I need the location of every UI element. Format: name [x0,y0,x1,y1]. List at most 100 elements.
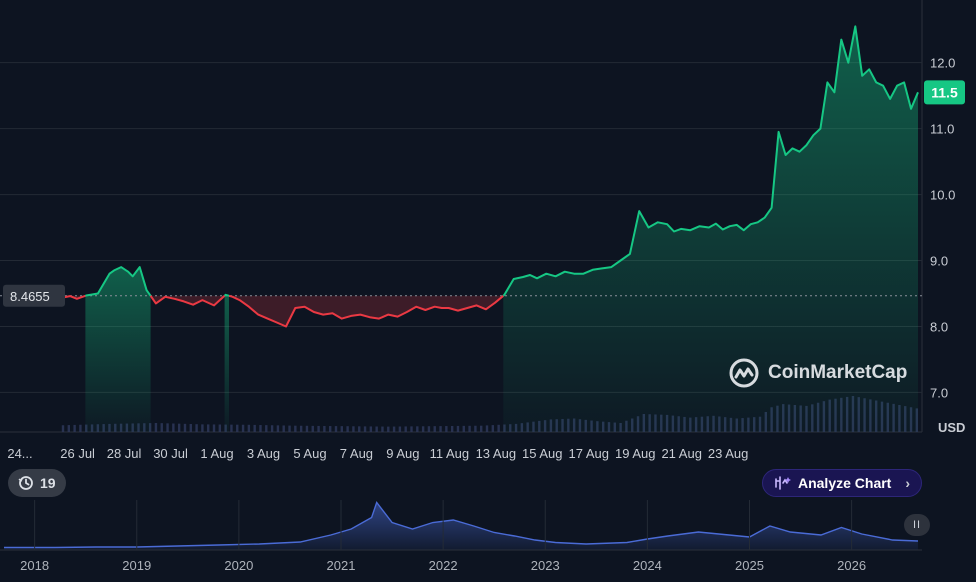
volume-bar [73,424,76,432]
x-tick-label: 1 Aug [200,446,233,461]
analyze-sparkle-icon [775,476,791,490]
navigator-year-label: 2018 [20,558,49,573]
volume-bar [154,423,158,432]
pause-icon: II [912,519,922,531]
baseline-tag: 8.4655 [3,284,65,307]
up-area-fill [224,294,229,432]
volume-bar [259,425,262,432]
x-tick-label: 15 Aug [522,446,563,461]
volume-bar [358,426,361,432]
x-tick-label: 21 Aug [661,446,702,461]
volume-bar [375,426,378,432]
volume-bar [288,425,291,432]
navigator-year-label: 2025 [735,558,764,573]
volume-bar [270,425,274,432]
volume-bar [241,424,245,432]
chevron-right-icon: › [905,475,911,491]
volume-bar [468,425,471,432]
volume-bar [334,426,338,432]
volume-bar [189,424,192,432]
price-line-down [62,294,86,300]
volume-bar [253,424,256,432]
x-tick-label: 13 Aug [476,446,517,461]
volume-bar [497,424,500,432]
price-line-up [223,293,230,297]
price-line-down [149,295,226,307]
watermark-text: CoinMarketCap [768,362,908,383]
navigator-year-label: 2019 [122,558,151,573]
volume-bar [491,425,495,432]
volume-bar [79,424,82,432]
volume-bar [462,425,465,432]
volume-bar [346,426,349,432]
volume-bar [323,425,326,432]
navigator-year-label: 2024 [633,558,662,573]
price-line-down [228,294,504,328]
volume-bar [427,426,431,432]
x-tick-label: 17 Aug [569,446,610,461]
volume-bar [172,423,175,432]
x-tick-label: 11 Aug [430,446,470,461]
volume-bar [276,425,280,432]
volume-bar [305,425,309,432]
volume-bar [474,425,477,432]
y-tick-label: 9.0 [930,254,948,269]
navigator-overview[interactable] [0,500,922,551]
navigator-year-label: 2020 [224,558,253,573]
volume-bar [363,426,367,432]
volume-bar [317,425,320,432]
volume-bar [230,424,233,432]
volume-bar [160,423,163,432]
y-tick-label: 11.0 [930,122,954,137]
y-tick-label: 10.0 [930,188,955,203]
volume-bar [480,425,483,432]
volume-bar [265,425,268,432]
volume-bar [485,425,489,432]
navigator-year-label: 2022 [429,558,458,573]
x-tick-label: 3 Aug [247,446,280,461]
volume-bar [340,426,344,432]
history-badge[interactable]: 19 [8,469,66,497]
volume-bar [236,424,239,432]
navigator-line [4,501,919,549]
volume-bar [183,423,187,432]
volume-bar [328,426,332,432]
volume-bar [311,425,314,432]
x-tick-label: 30 Jul [153,446,188,461]
navigator-year-ticks: 2018 2019 2020 2021 2022 2023 2024 2025 2026 [20,500,866,573]
volume-bar [421,426,425,432]
baseline-label: 8.4655 [10,289,50,304]
analyze-chart-button[interactable]: Analyze Chart › [762,469,922,497]
x-tick-label: 7 Aug [340,446,373,461]
volume-bar [207,424,210,432]
volume-bar [416,426,419,432]
volume-bar [218,424,222,432]
y-tick-label: 7.0 [930,385,948,400]
x-tick-label: 19 Aug [615,446,656,461]
up-area-fill [85,267,151,432]
volume-bar [439,426,442,432]
x-tick-label: 24... [7,446,32,461]
y-axis-ticks: 12.0 11.0 10.0 9.0 8.0 7.0 [930,56,955,401]
x-tick-label: 28 Jul [107,446,142,461]
navigator-year-label: 2026 [837,558,866,573]
volume-bar [195,424,198,432]
x-tick-label: 9 Aug [386,446,419,461]
x-tick-label: 5 Aug [293,446,326,461]
down-area-fill [150,295,225,306]
volume-bar [201,424,204,432]
price-line-up [85,266,152,297]
volume-bar [166,423,169,432]
navigator-pause-handle[interactable]: II [904,514,930,536]
volume-bar [67,425,71,432]
volume-bar [247,424,251,432]
volume-bar [410,426,413,432]
price-line [62,25,919,328]
volume-bar [381,426,384,432]
volume-bar [404,426,407,432]
price-area-fills [63,26,918,433]
analyze-chart-label: Analyze Chart [797,475,892,491]
volume-bar [299,425,303,432]
